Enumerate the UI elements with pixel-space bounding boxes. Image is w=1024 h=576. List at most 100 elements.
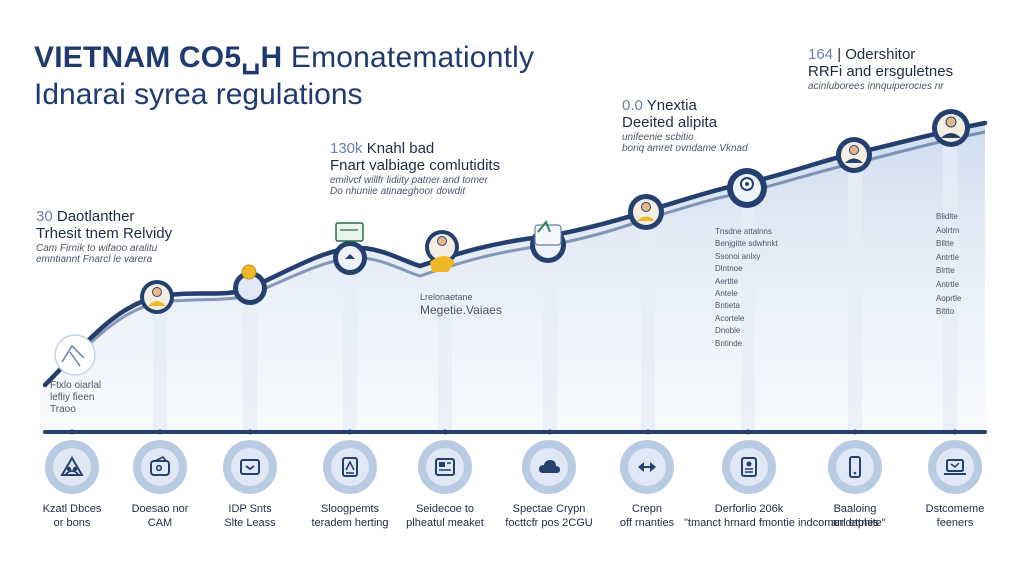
node-person-2 <box>425 230 459 272</box>
bottom-item-5-line-1: Seidecoe to <box>415 503 475 515</box>
trend-line <box>42 120 988 388</box>
right-note-3: Ssonoi anlxy <box>715 251 761 261</box>
right-note-9: Dnoble <box>715 326 741 336</box>
annotation-1: 30 Daotlanther Trhesit tnem Relvidy Cam … <box>36 208 172 266</box>
right-note-4: Dlntnoe <box>715 264 743 274</box>
left-note-line-2: lefliy fieen <box>50 392 95 403</box>
wallet-icon <box>150 455 170 476</box>
annotation-2-desc-1: emilvcf willfr lidiity patner and tomer <box>330 174 488 186</box>
bottom-item-6-label: Spectae Crypn focttcfr pos 2CGU <box>484 503 614 531</box>
annotation-1-heading: Daotlanther <box>52 208 135 225</box>
bottom-item-6-line-2: focttcfr pos 2CGU <box>505 516 593 529</box>
bottom-item-9-line-2: anl ettnes <box>831 516 879 529</box>
far-right-note-5: Blrtte <box>936 266 955 276</box>
bottom-item-10-line-1: Dstcomeme <box>925 503 985 515</box>
id-card-icon <box>741 457 757 477</box>
bottom-item-2-line-2: CAM <box>147 516 173 529</box>
node-start-sketch <box>54 334 96 376</box>
far-right-note-4: Antrtle <box>936 252 960 262</box>
annotation-4-desc-1: acinluborees innquiperocies nr <box>808 80 944 92</box>
annotation-2-heading: Knahl bad <box>362 140 435 157</box>
annotation-4-subheading: RRFi and ersguletnes <box>808 63 954 81</box>
annotation-2: 130k Knahl bad Fnart valbiage comlutidit… <box>330 140 500 198</box>
node-person-3 <box>628 194 664 230</box>
baseline-ticks <box>69 429 958 435</box>
bottom-item-8-icon-wrap <box>722 440 776 494</box>
annotation-1-desc-1: Cam Firnik to wifaoo aralitu <box>36 242 158 254</box>
annotation-1-number: 30 <box>36 208 53 225</box>
news-icon <box>435 458 455 476</box>
bottom-item-3-line-2: Slte Leass <box>224 516 276 529</box>
bottom-item-6-line-1: Spectae Crypn <box>512 503 586 515</box>
right-note-10: Bntinde <box>715 338 743 348</box>
annotation-1-subheading: Trhesit tnem Relvidy <box>36 225 173 243</box>
annotation-4-number: 164 <box>808 46 834 63</box>
annotation-3: 0.0 Ynextia Deeited alipita unifeenie sc… <box>622 97 748 155</box>
node-screen <box>333 222 367 275</box>
node-target <box>727 168 767 208</box>
right-note-8: Acortele <box>715 313 745 323</box>
laptop-icon <box>944 459 966 475</box>
bottom-item-7-line-2: off rnanties <box>619 516 675 529</box>
left-note-line-1: Ftxlo oiarlal <box>50 380 102 391</box>
bottom-item-4-label: Sloogpemts teradem herting <box>285 503 415 531</box>
bottom-item-4-line-1: Sloogpemts <box>320 503 380 515</box>
left-note-line-3: Traoo <box>50 404 76 415</box>
bottom-item-6-icon-wrap <box>522 440 576 494</box>
bottom-item-5-line-2: plheatul meaket <box>406 516 484 529</box>
bottom-item-2-line-1: Doesao nor <box>131 503 189 515</box>
bottom-item-9-line-1: Baaloing <box>833 503 877 515</box>
far-right-note-8: Blttto <box>936 307 955 317</box>
bottom-item-5-label: Seidecoe to plheatul meaket <box>380 503 510 531</box>
node-coin <box>233 264 267 305</box>
far-right-note-1: Blidlte <box>936 212 958 221</box>
annotation-2-number: 130k <box>330 140 363 157</box>
bottom-item-3-label: IDP Snts Slte Leass <box>185 503 315 531</box>
node-person-5 <box>932 109 970 147</box>
phone-icon <box>849 456 861 478</box>
mid-note: Lrelonaetane Megetie.Vaiaes <box>420 292 502 317</box>
annotation-4-heading: | Odershitor <box>833 46 916 63</box>
annotation-3-heading: Ynextia <box>642 97 697 114</box>
trend-line-secondary <box>54 130 986 377</box>
bottom-item-1-line-1: Kzatl Dbces <box>42 503 102 515</box>
bottom-item-8-line-1: Derforlio 206k <box>714 503 784 515</box>
right-note-1: Tnsdne attalnns <box>715 227 772 236</box>
title-line1-rest: Emonatemationtly <box>282 41 535 74</box>
bottom-item-7-line-1: Crepn <box>632 503 662 515</box>
bottom-item-4-line-2: teradem herting <box>311 516 389 529</box>
title-line1-bold: VIETNAM CO5␣H <box>34 41 283 74</box>
node-chat <box>530 220 566 263</box>
bottom-item-9-icon-wrap <box>828 440 882 494</box>
annotation-2-subheading: Fnart valbiage comlutidits <box>330 157 501 175</box>
mid-note-line-2: Megetie.Vaiaes <box>420 302 502 317</box>
bottom-item-9-label: Baaloing anl ettnes <box>790 503 920 531</box>
node-person-4 <box>836 137 872 173</box>
annotation-3-desc-1: unifeenie scbitio <box>622 131 694 143</box>
warning-people-icon <box>60 456 84 476</box>
right-column-notes: Tnsdne attalnns Benjgitte sdwhnkt Ssonoi… <box>715 226 778 350</box>
bottom-item-10-line-2: feeners <box>936 516 974 529</box>
bottom-item-7-label: Crepn off rnanties <box>582 503 712 531</box>
far-right-notes: Blidlte Aolrtrn Blltte Antrtle Blrtte An… <box>936 210 961 319</box>
node-markers <box>54 109 970 376</box>
page-subtitle: Idnarai syrea regulations <box>34 78 363 111</box>
annotation-1-desc-2: emntiannt Fnarcl le varera <box>36 254 153 265</box>
area-fill <box>40 125 985 432</box>
far-right-note-6: Antrtle <box>936 279 960 289</box>
bottom-item-1-label: Kzatl Dbces or bons <box>7 503 137 531</box>
clipboard-icon <box>342 457 358 477</box>
right-note-2: Benjgitte sdwhnkt <box>715 239 778 249</box>
bottom-item-1-icon-wrap <box>45 440 99 494</box>
bottom-item-1-line-2: or bons <box>53 516 91 529</box>
bottom-item-3-line-1: IDP Snts <box>228 503 272 515</box>
annotation-3-desc-2: boriq amret ovndame Vknad <box>622 143 748 154</box>
vertical-guides <box>153 140 957 432</box>
bottom-item-3-icon-wrap <box>223 440 277 494</box>
bottom-item-7-icon-wrap <box>620 440 674 494</box>
bottom-item-10-icon-wrap <box>928 440 982 494</box>
bottom-item-4-icon-wrap <box>323 440 377 494</box>
right-note-6: Antele <box>715 288 738 298</box>
